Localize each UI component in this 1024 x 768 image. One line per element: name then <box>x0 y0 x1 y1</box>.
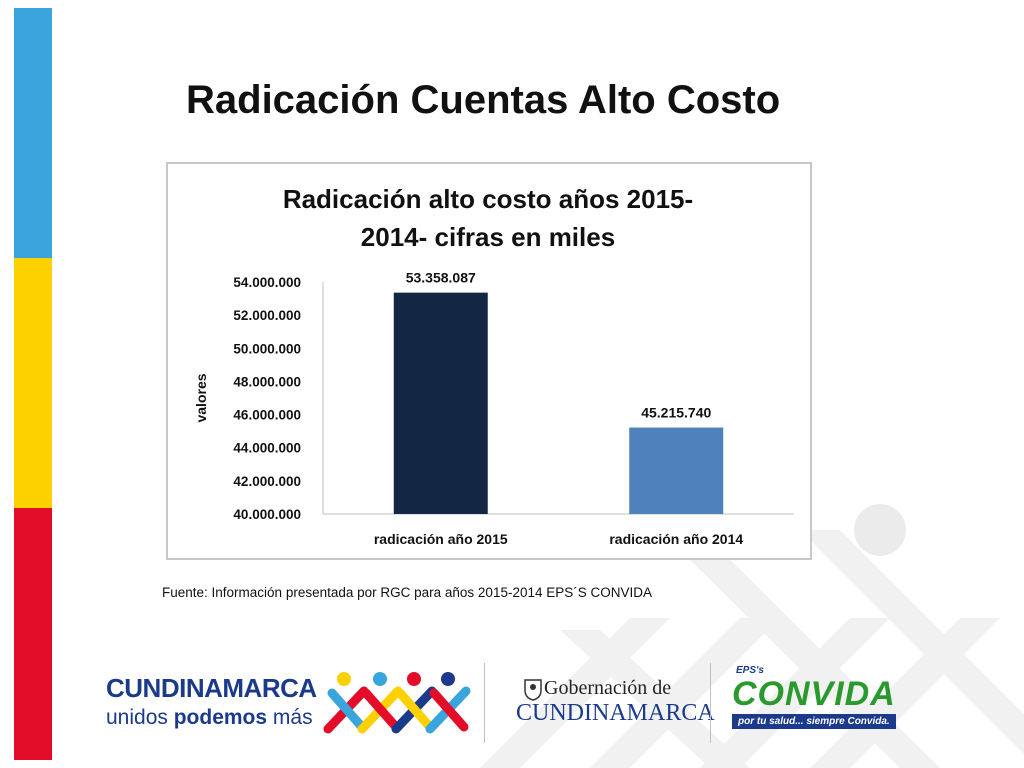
y-tick-label: 52.000.000 <box>233 308 301 323</box>
bar-chart: Radicación alto costo años 2015- 2014- c… <box>193 184 794 547</box>
tagline-bold: podemos <box>173 706 268 729</box>
stripe-red <box>14 508 52 760</box>
y-tick-label: 44.000.000 <box>233 441 301 456</box>
gobernacion-line2: CUNDINAMARCA <box>516 700 715 726</box>
y-tick-label: 54.000.000 <box>233 275 301 290</box>
gobernacion-line1: Gobernación de <box>544 677 672 699</box>
cundinamarca-logo: CUNDINAMARCA unidos podemos más <box>106 673 317 730</box>
y-tick-label: 46.000.000 <box>233 408 301 423</box>
tagline-part: más <box>267 706 313 729</box>
y-tick-label: 42.000.000 <box>233 474 301 489</box>
x-category-label: radicación año 2014 <box>609 531 743 547</box>
footer-logos: CUNDINAMARCA unidos podemos más Gobernac… <box>100 655 930 750</box>
cundinamarca-brand: CUNDINAMARCA <box>106 673 317 703</box>
footer-divider <box>710 663 711 743</box>
y-tick-label: 50.000.000 <box>233 341 301 356</box>
source-note: Fuente: Información presentada por RGC p… <box>162 585 653 600</box>
bar-data-label: 53.358.087 <box>406 270 476 286</box>
convida-logo: EPS's CONVIDA por tu salud... siempre Co… <box>732 665 896 729</box>
chart-frame: Radicación alto costo años 2015- 2014- c… <box>166 162 812 560</box>
convida-name: CONVIDA <box>732 675 896 713</box>
y-tick-label: 48.000.000 <box>233 374 301 389</box>
chart-title-line1: Radicación alto costo años 2015- <box>283 184 693 214</box>
chart-title-line2: 2014- cifras en miles <box>361 222 615 252</box>
slide-title: Radicación Cuentas Alto Costo <box>186 78 781 122</box>
cundinamarca-people-icon <box>323 672 471 734</box>
convida-slogan: por tu salud... siempre Convida. <box>732 714 896 729</box>
stripe-yellow <box>14 258 52 508</box>
bar-2014 <box>629 427 724 514</box>
footer-divider <box>484 663 485 743</box>
y-axis-label: valores <box>193 373 209 422</box>
stripe-blue <box>14 8 52 258</box>
gobernacion-logo: Gobernación de CUNDINAMARCA <box>516 677 715 727</box>
y-tick-label: 40.000.000 <box>233 507 301 522</box>
bar-2015 <box>393 292 488 514</box>
background-pattern <box>480 504 1024 768</box>
x-category-label: radicación año 2015 <box>374 531 508 547</box>
tagline-part: unidos <box>106 706 174 729</box>
coat-of-arms-icon <box>524 679 542 701</box>
cundinamarca-tagline: unidos podemos más <box>106 706 317 730</box>
bar-data-label: 45.215.740 <box>641 405 711 421</box>
eps-label: EPS's <box>736 665 764 676</box>
